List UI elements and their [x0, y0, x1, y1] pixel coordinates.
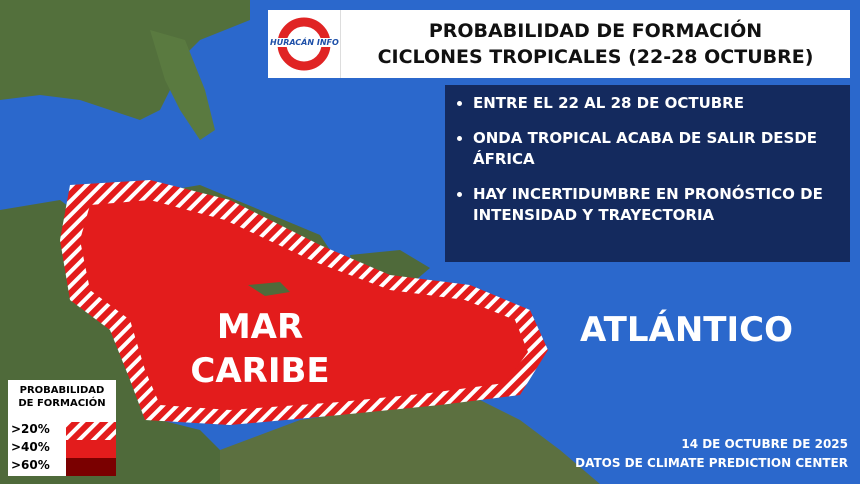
legend-label-20: >20%: [11, 422, 50, 436]
legend-label-60: >60%: [11, 458, 50, 472]
legend: PROBABILIDAD DE FORMACIÓN >20% >40% >60%: [8, 380, 116, 476]
land-florida: [150, 30, 215, 140]
land-jamaica: [248, 282, 290, 296]
legend-swatch-60: [66, 458, 116, 476]
logo-text: HURACÁN INFO: [270, 38, 339, 47]
info-bullet: HAY INCERTIDUMBRE EN PRONÓSTICO DE INTEN…: [473, 184, 840, 226]
page-title: PROBABILIDAD DE FORMACIÓN CICLONES TROPI…: [341, 18, 850, 70]
credits: 14 DE OCTUBRE DE 2025 DATOS DE CLIMATE P…: [575, 435, 848, 473]
land-usa: [0, 0, 250, 120]
info-bullet: ENTRE EL 22 AL 28 DE OCTUBRE: [473, 93, 840, 114]
huracan-info-logo: HURACÁN INFO: [268, 10, 341, 78]
sea-label: MAR CARIBE: [190, 307, 330, 391]
title-line-2: CICLONES TROPICALES (22-28 OCTUBRE): [377, 46, 814, 68]
title-line-1: PROBABILIDAD DE FORMACIÓN: [428, 20, 763, 42]
title-banner: HURACÁN INFO PROBABILIDAD DE FORMACIÓN C…: [268, 10, 850, 78]
land-south-america: [220, 400, 600, 484]
legend-label-40: >40%: [11, 440, 50, 454]
legend-swatch-40: [66, 440, 116, 458]
formation-area-40: [80, 200, 528, 410]
info-panel: ENTRE EL 22 AL 28 DE OCTUBRE ONDA TROPIC…: [445, 85, 850, 262]
source-text: DATOS DE CLIMATE PREDICTION CENTER: [575, 456, 848, 470]
legend-swatch-20: [66, 422, 116, 440]
info-bullet: ONDA TROPICAL ACABA DE SALIR DESDE ÁFRIC…: [473, 128, 840, 170]
ocean-label: ATLÁNTICO: [580, 310, 793, 350]
date-text: 14 DE OCTUBRE DE 2025: [681, 437, 848, 451]
legend-title: PROBABILIDAD DE FORMACIÓN: [18, 385, 106, 409]
